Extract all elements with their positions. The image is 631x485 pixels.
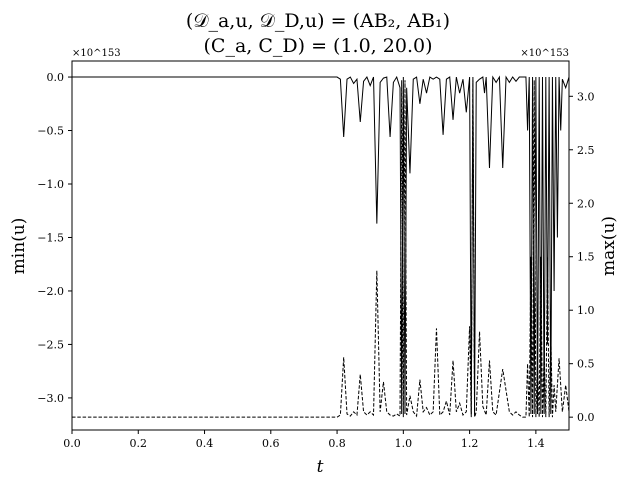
- left-y-axis-label: min(u): [9, 218, 29, 275]
- series-line-max-u: [72, 80, 570, 418]
- left-y-tick-label: −2.5: [37, 338, 64, 351]
- right-y-tick-label: 1.0: [577, 304, 595, 317]
- series-line-min-u: [72, 75, 570, 414]
- left-y-tick-label: −3.0: [37, 392, 64, 405]
- x-tick-label: 0.8: [328, 437, 346, 450]
- ticks-layer: 0.0 0.2 0.4 0.6 0.8 1.0 1.2 1.4 0.0 −0.5 −1.0 −1.5 −…: [37, 71, 594, 450]
- right-y-tick-label: 3.0: [577, 90, 595, 103]
- left-y-tick-label: −1.5: [37, 231, 64, 244]
- left-y-tick-label: −1.0: [37, 178, 64, 191]
- right-y-axis-label: max(u): [599, 216, 619, 276]
- left-axis-multiplier: ×10^153: [72, 48, 121, 59]
- right-y-tick-label: 1.5: [577, 251, 595, 264]
- chart-title-line2: (C_a, C_D) = (1.0, 20.0): [204, 35, 433, 57]
- right-y-tick-label: 0.0: [577, 411, 595, 424]
- x-tick-label: 0.0: [63, 437, 81, 450]
- right-y-tick-label: 2.0: [577, 197, 595, 210]
- left-y-tick-label: −0.5: [37, 125, 64, 138]
- x-tick-label: 0.6: [262, 437, 280, 450]
- right-y-tick-label: 2.5: [577, 144, 595, 157]
- plot-frame: [71, 60, 570, 431]
- series-layer: [72, 75, 570, 418]
- x-tick-label: 1.0: [395, 437, 413, 450]
- x-axis-label: t: [317, 457, 324, 477]
- left-y-tick-label: −2.0: [37, 285, 64, 298]
- chart-title-line1: (𝒟_a,u, 𝒟_D,u) = (AB₂, AB₁): [186, 10, 450, 32]
- x-tick-label: 0.4: [196, 437, 214, 450]
- x-tick-label: 1.2: [461, 437, 479, 450]
- x-tick-label: 0.2: [130, 437, 148, 450]
- left-y-tick-label: 0.0: [47, 71, 65, 84]
- right-axis-multiplier: ×10^153: [520, 48, 569, 59]
- right-y-tick-label: 0.5: [577, 358, 595, 371]
- x-tick-label: 1.4: [527, 437, 545, 450]
